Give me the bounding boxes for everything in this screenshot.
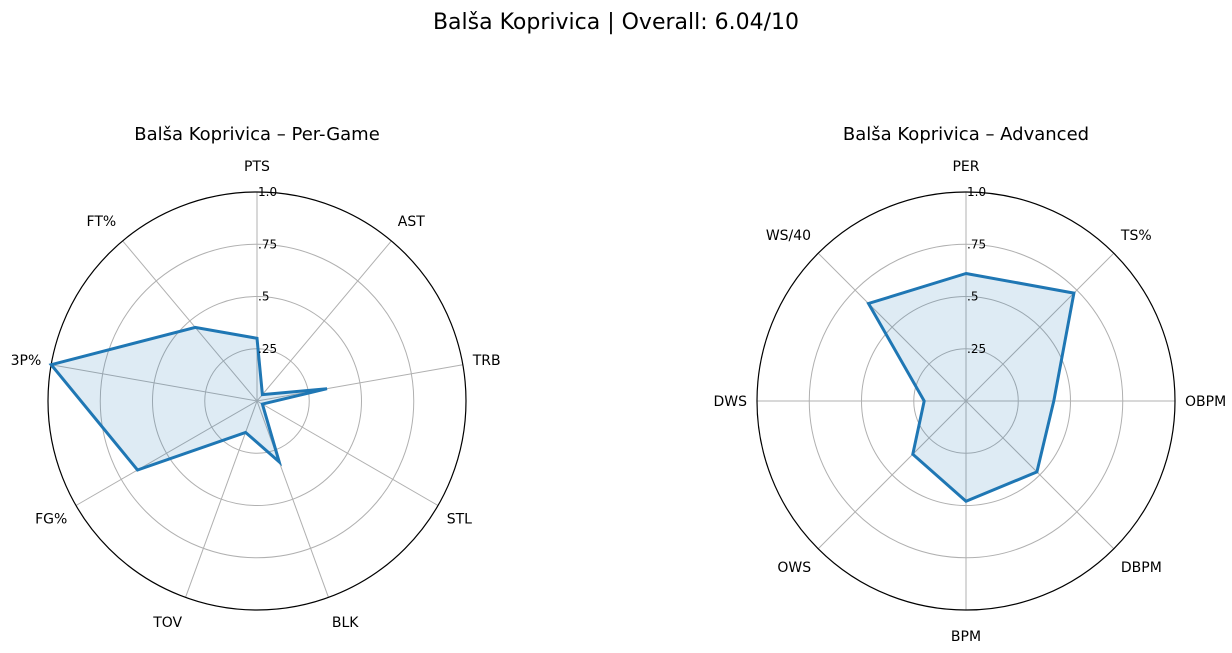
series-line bbox=[48, 325, 328, 472]
radar-per-game: Balša Koprivica – Per-Game .25 .5 .75 1.0 PTS… bbox=[11, 124, 501, 631]
series-area bbox=[868, 273, 1074, 502]
category-label: PTS bbox=[244, 159, 270, 175]
grid-spoke bbox=[256, 400, 439, 506]
r-tick-label: 1.0 bbox=[967, 185, 986, 199]
grid-spoke bbox=[817, 252, 967, 402]
category-label: OBPM bbox=[1185, 394, 1226, 410]
category-label: WS/40 bbox=[766, 228, 811, 244]
r-tick-label: .5 bbox=[258, 290, 269, 304]
category-label: 3P% bbox=[11, 353, 42, 369]
category-label: STL bbox=[447, 512, 472, 528]
category-label: FG% bbox=[35, 512, 67, 528]
grid-spoke bbox=[965, 400, 1115, 550]
r-tick-label: .5 bbox=[967, 290, 978, 304]
category-label: TS% bbox=[1120, 228, 1152, 244]
r-tick-label: .25 bbox=[967, 342, 986, 356]
r-tick-label: .25 bbox=[258, 342, 277, 356]
grid-spoke bbox=[965, 252, 1115, 402]
figure-title: Balša Koprivica | Overall: 6.04/10 bbox=[432, 10, 800, 35]
subplot-title: Balša Koprivica – Per-Game bbox=[134, 124, 380, 145]
grid-spoke bbox=[122, 240, 258, 402]
grid-spoke bbox=[256, 364, 463, 402]
series-line bbox=[866, 271, 1076, 504]
category-label: OWS bbox=[777, 560, 811, 576]
grid-spoke bbox=[51, 364, 258, 402]
category-label: DBPM bbox=[1121, 560, 1162, 576]
category-label: AST bbox=[398, 214, 425, 230]
subplot-title: Balša Koprivica – Advanced bbox=[843, 124, 1089, 145]
grid-spoke bbox=[256, 400, 329, 598]
category-label: TRB bbox=[472, 353, 501, 369]
r-tick-label: .75 bbox=[967, 237, 986, 251]
polar-frame bbox=[47, 191, 467, 611]
grid-spoke bbox=[256, 240, 392, 402]
category-label: BLK bbox=[332, 615, 359, 631]
category-label: BPM bbox=[951, 629, 981, 645]
polar-frame bbox=[756, 191, 1176, 611]
category-label: DWS bbox=[713, 394, 747, 410]
grid-spoke bbox=[817, 400, 967, 550]
radar-advanced: Balša Koprivica – Advanced .25 .5 .75 1.0 PER… bbox=[713, 124, 1226, 645]
grid-spoke bbox=[75, 400, 258, 506]
category-label: PER bbox=[952, 159, 979, 175]
r-tick-label: 1.0 bbox=[258, 185, 277, 199]
category-label: TOV bbox=[152, 615, 182, 631]
category-label: FT% bbox=[87, 214, 117, 230]
r-tick-label: .75 bbox=[258, 237, 277, 251]
